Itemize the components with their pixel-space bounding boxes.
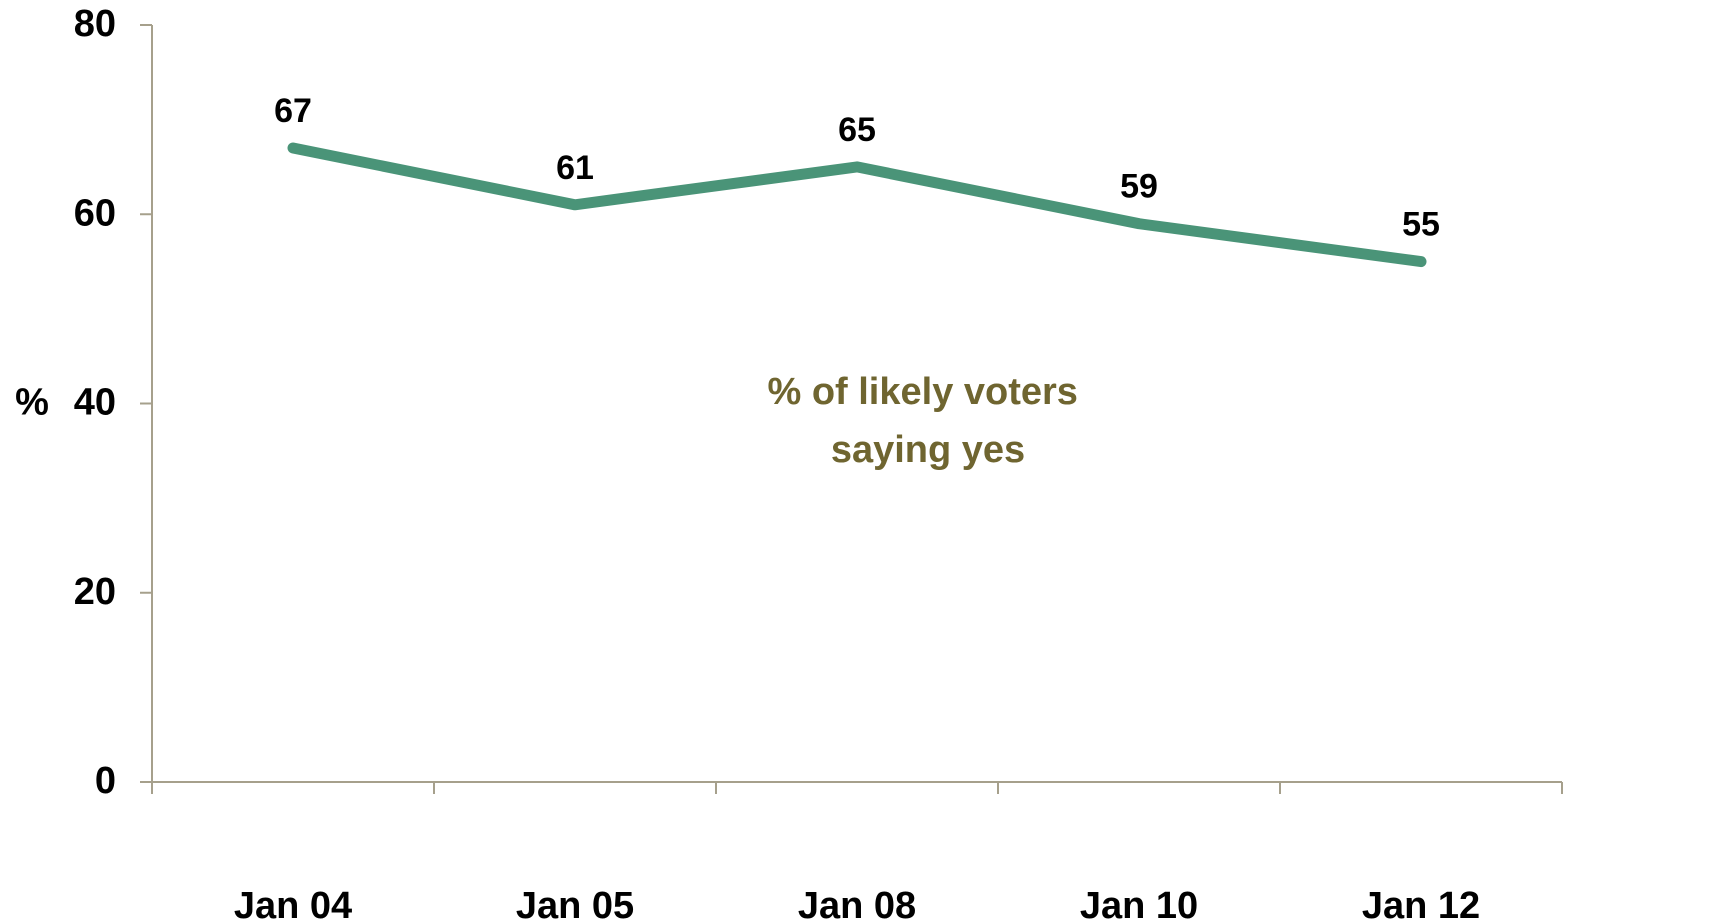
x-tick-label: Jan 12 <box>1362 885 1480 922</box>
y-axis-title: % <box>15 382 49 424</box>
y-tick-label: 40 <box>74 382 116 424</box>
data-labels: 67 61 65 59 55 <box>274 92 1440 244</box>
annotation-line: saying yes <box>831 429 1025 471</box>
x-tick-label: Jan 08 <box>798 885 916 922</box>
chart-annotation: % of likely voters saying yes <box>767 371 1088 471</box>
data-label: 59 <box>1120 168 1158 206</box>
annotation-line: % of likely voters <box>767 371 1077 413</box>
data-label: 55 <box>1402 206 1440 244</box>
series-1 <box>287 142 1427 268</box>
y-tick-label: 60 <box>74 192 116 234</box>
y-tick-label: 0 <box>95 760 116 802</box>
y-tick-label: 80 <box>74 3 116 45</box>
data-point <box>574 204 576 206</box>
series-line <box>287 142 1427 268</box>
x-tick-label: Jan 05 <box>516 885 634 922</box>
x-axis: Jan 04 Jan 05 Jan 08 Jan 10 Jan 12 <box>151 781 1563 922</box>
data-point <box>292 147 294 149</box>
y-axis: 0 20 40 60 80 <box>74 3 153 802</box>
x-tick-label: Jan 10 <box>1080 885 1198 922</box>
data-label: 65 <box>838 111 876 149</box>
y-tick-label: 20 <box>74 571 116 613</box>
x-tick-label: Jan 04 <box>234 885 352 922</box>
data-label: 67 <box>274 92 312 130</box>
data-point <box>1138 223 1140 225</box>
data-label: 61 <box>556 149 594 187</box>
data-point <box>1420 261 1422 263</box>
data-point <box>856 166 858 168</box>
